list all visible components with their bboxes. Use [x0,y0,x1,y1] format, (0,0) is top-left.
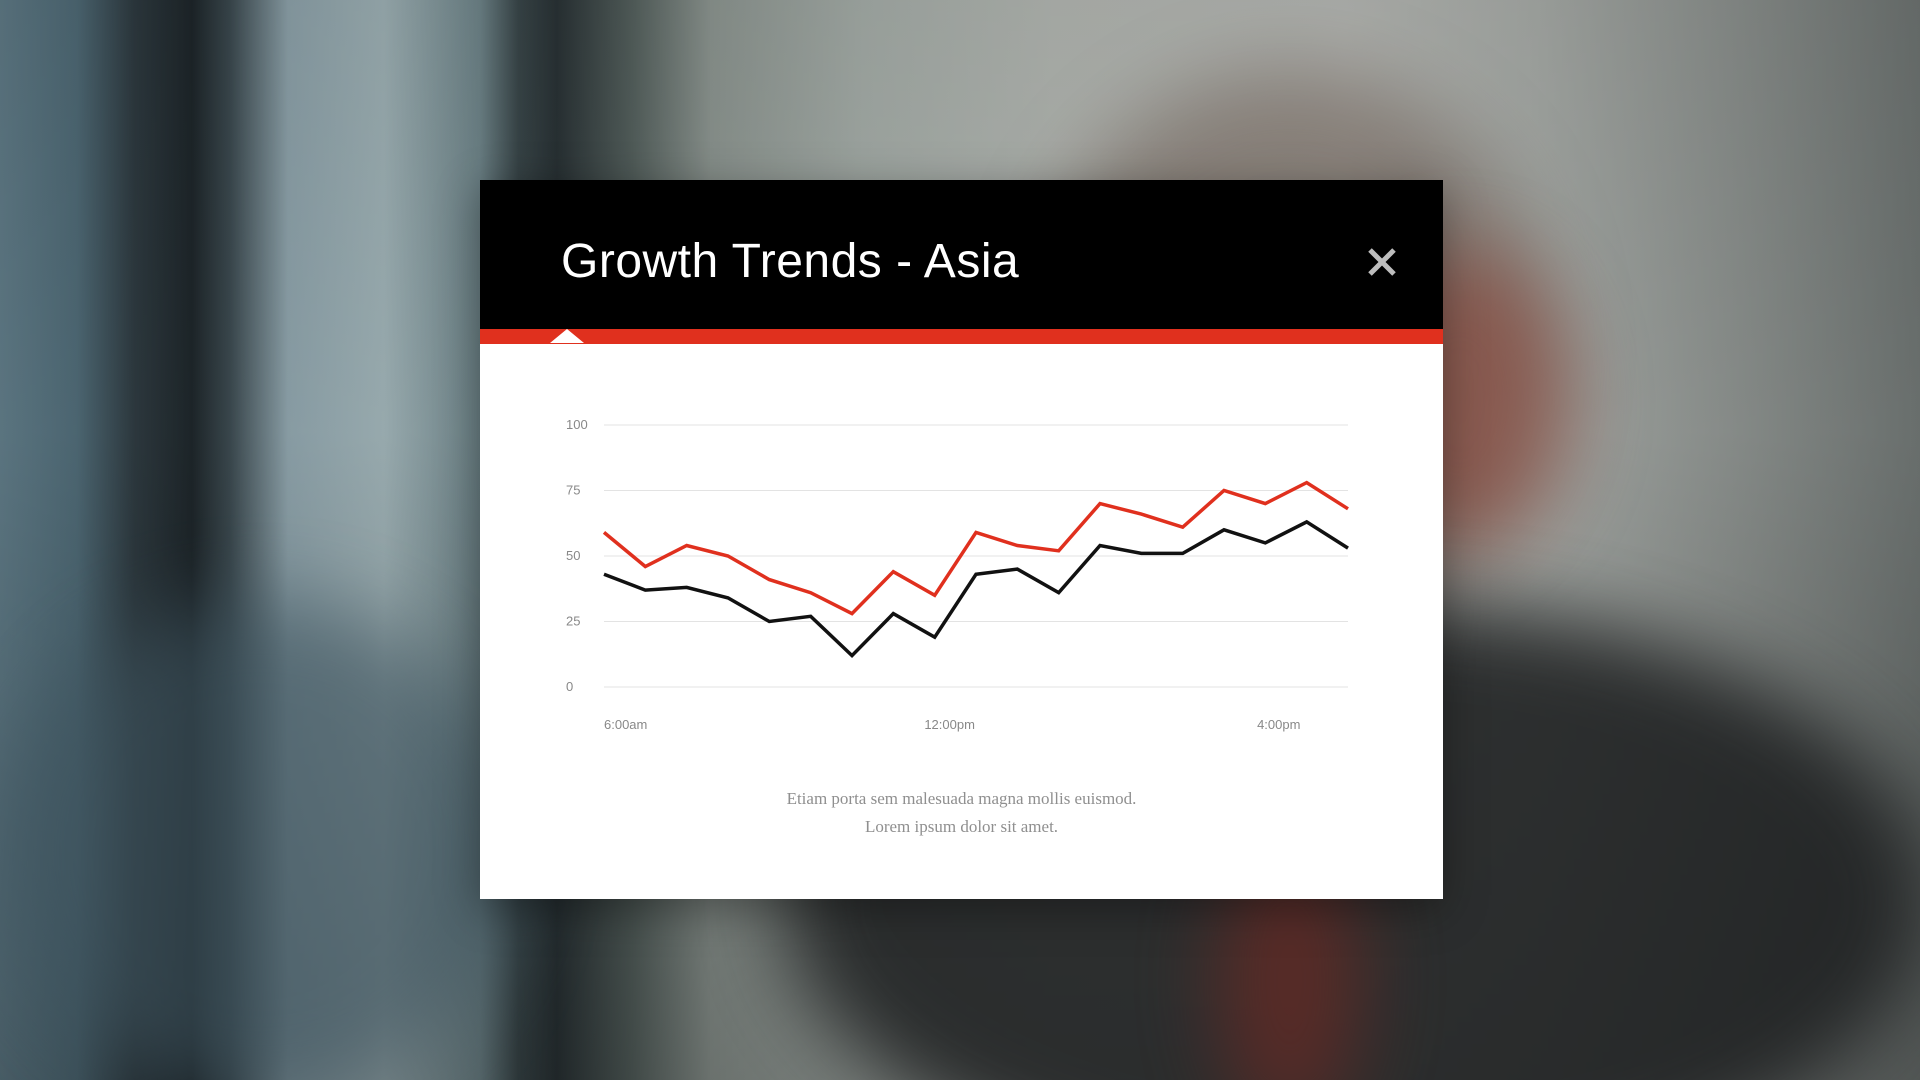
caption-line-2: Lorem ipsum dolor sit amet. [864,817,1059,836]
y-tick-label: 75 [566,483,580,498]
y-tick-label: 0 [566,679,573,694]
growth-line-chart: 100 75 50 25 0 6:00am 12:00pm 4:00pm [566,417,1349,732]
series-line-black [603,519,1349,659]
y-tick-label: 100 [566,417,588,432]
modal-title: Growth Trends - Asia [561,235,1020,288]
close-button[interactable] [1360,240,1404,284]
x-tick-label: 12:00pm [924,717,975,732]
header-pointer [550,329,584,343]
chart-modal: Growth Trends - Asia 100 75 50 25 0 6:00am 12:… [480,180,1443,899]
x-tick-label: 4:00pm [1257,717,1300,732]
accent-bar [480,329,1443,344]
modal-header: Growth Trends - Asia [480,180,1443,329]
chart-caption: Etiam porta sem malesuada magna mollis e… [480,785,1443,841]
close-icon [1368,248,1396,276]
y-tick-label: 25 [566,614,580,629]
x-tick-label: 6:00am [604,717,647,732]
caption-line-1: Etiam porta sem malesuada magna mollis e… [786,789,1137,808]
series-line-red [602,480,1349,616]
y-tick-label: 50 [566,548,580,563]
